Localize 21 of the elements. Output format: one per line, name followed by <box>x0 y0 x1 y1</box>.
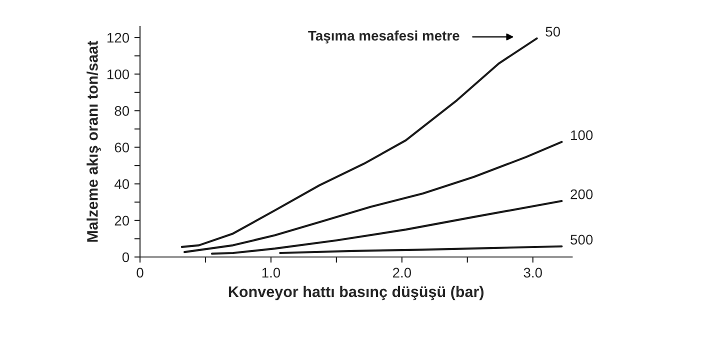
line-series <box>279 245 563 254</box>
y-tick-label: 0 <box>122 252 130 262</box>
line-series <box>210 200 563 255</box>
series-label: 200 <box>570 189 593 200</box>
series-label: 100 <box>571 130 593 140</box>
series-label: 50 <box>546 26 560 37</box>
x-tick-label: 1.0 <box>262 268 280 278</box>
y-tick-label: 120 <box>107 32 130 43</box>
x-tick-label: 2.0 <box>392 268 412 278</box>
y-axis-title: Malzeme akış oranı ton/saat <box>86 40 101 242</box>
y-tick-label: 20 <box>114 216 130 226</box>
x-axis-title: Konveyor hattı basınç düşüşü (bar) <box>228 286 484 300</box>
line-series <box>184 140 563 254</box>
x-tick-label: 0 <box>136 268 144 278</box>
annotation: Taşıma mesafesi metre <box>308 30 460 44</box>
y-tick-label: 80 <box>114 106 130 116</box>
y-tick-label: 100 <box>107 69 130 80</box>
y-tick-label: 60 <box>114 142 130 152</box>
y-tick-label: 40 <box>114 179 130 190</box>
series-label: 500 <box>570 234 593 245</box>
x-tick-label: 3.0 <box>524 268 542 278</box>
